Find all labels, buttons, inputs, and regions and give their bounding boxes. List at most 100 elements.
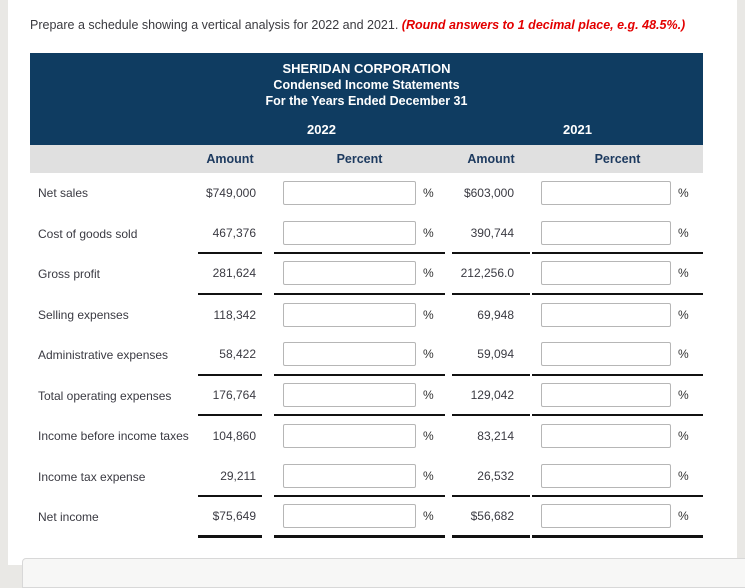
percent-input-2021[interactable] [541,302,671,327]
instruction-main: Prepare a schedule showing a vertical an… [30,18,399,32]
percent-sign-2021: % [678,508,689,523]
percent-sign-2021: % [678,186,689,201]
percent-sign-2021: % [678,387,689,402]
amount-2021: $603,000 [463,186,514,201]
percent-input-2021[interactable] [541,261,671,286]
percent-cell-2022: % [274,254,445,295]
percent-sign-2022: % [423,387,434,402]
amount-2022: 176,764 [198,376,262,416]
amount-2022: 281,624 [198,254,262,295]
row-label: Total operating expenses [38,388,172,403]
company-name: SHERIDAN CORPORATION [282,61,451,76]
percent-input-2021[interactable] [541,424,671,449]
row-label: Gross profit [38,267,101,282]
row-label: Cost of goods sold [38,226,138,241]
amount-2022: 104,860 [212,429,256,444]
percent-cell-2021: % [532,497,703,538]
percent-sign-2021: % [678,307,689,322]
percent-sign-2021: % [678,266,689,281]
percent-sign-2021: % [678,225,689,240]
percent-input-2021[interactable] [541,342,671,367]
header-percent-2021: Percent [594,152,641,166]
percent-cell-2022: % [274,295,445,336]
percent-cell-2022: % [274,416,445,457]
row-label: Income before income taxes [38,429,189,444]
year-row: 2022 2021 [30,122,703,139]
percent-input-2022[interactable] [283,220,416,245]
table-row: Net sales $749,000 % $603,000 % [30,173,703,214]
percent-sign-2022: % [423,186,434,201]
percent-input-2022[interactable] [283,181,416,206]
header-percent-2022: Percent [336,152,383,166]
percent-cell-2022: % [274,173,445,214]
percent-cell-2021: % [532,173,703,214]
amount-2021: 129,042 [452,376,530,416]
percent-cell-2022: % [274,376,445,416]
row-label: Selling expenses [38,307,129,322]
column-header-strip: Amount Percent Amount Percent [30,145,703,173]
percent-sign-2021: % [678,429,689,444]
percent-sign-2021: % [678,468,689,483]
rounding-note: (Round answers to 1 decimal place, e.g. … [401,18,686,32]
year-label-2022: 2022 [307,122,336,137]
statement-rows: Net sales $749,000 % $603,000 % Cost of … [30,173,703,538]
percent-sign-2022: % [423,468,434,483]
content-page: Prepare a schedule showing a vertical an… [8,0,745,588]
percent-input-2021[interactable] [541,463,671,488]
amount-2021: 59,094 [452,335,530,376]
year-label-2021: 2021 [563,122,592,137]
table-row: Net income $75,649 % $56,682 % [30,497,703,538]
row-label: Net income [38,510,99,525]
percent-sign-2022: % [423,266,434,281]
percent-cell-2022: % [274,214,445,254]
amount-2021: 212,256.0 [452,254,530,295]
amount-2022: 29,211 [198,457,262,497]
percent-input-2022[interactable] [283,261,416,286]
percent-cell-2021: % [532,335,703,376]
percent-input-2022[interactable] [283,382,416,407]
amount-2022: $749,000 [205,186,256,201]
header-amount-2021: Amount [467,152,515,166]
percent-sign-2022: % [423,429,434,444]
table-row: Cost of goods sold 467,376 % 390,744 % [30,214,703,254]
table-row: Selling expenses 118,342 % 69,948 % [30,295,703,336]
percent-input-2021[interactable] [541,181,671,206]
amount-2022: 58,422 [198,335,262,376]
percent-cell-2021: % [532,457,703,497]
percent-input-2021[interactable] [541,220,671,245]
percent-input-2022[interactable] [283,302,416,327]
percent-cell-2021: % [532,416,703,457]
instruction-text: Prepare a schedule showing a vertical an… [30,18,685,32]
percent-sign-2022: % [423,307,434,322]
amount-2021: 26,532 [452,457,530,497]
next-section-panel [22,558,745,588]
amount-2021: 83,214 [477,429,514,444]
row-label: Income tax expense [38,469,146,484]
amount-2021: 69,948 [477,307,514,322]
header-amount-2022: Amount [206,152,254,166]
row-label: Administrative expenses [38,348,169,363]
table-row: Total operating expenses 176,764 % 129,0… [30,376,703,416]
percent-sign-2022: % [423,225,434,240]
statement-header-banner: SHERIDAN CORPORATION Condensed Income St… [30,53,703,145]
percent-sign-2022: % [423,508,434,523]
percent-input-2021[interactable] [541,503,671,528]
table-row: Income tax expense 29,211 % 26,532 % [30,457,703,497]
percent-input-2022[interactable] [283,503,416,528]
table-row: Administrative expenses 58,422 % 59,094 … [30,335,703,376]
income-statement-table: SHERIDAN CORPORATION Condensed Income St… [30,53,703,538]
percent-input-2022[interactable] [283,463,416,488]
percent-input-2022[interactable] [283,424,416,449]
percent-cell-2021: % [532,254,703,295]
percent-cell-2022: % [274,335,445,376]
percent-cell-2022: % [274,497,445,538]
amount-2022: 467,376 [198,214,262,254]
percent-cell-2021: % [532,376,703,416]
statement-title: Condensed Income Statements [273,78,460,92]
percent-sign-2022: % [423,347,434,362]
percent-sign-2021: % [678,347,689,362]
percent-input-2022[interactable] [283,342,416,367]
table-row: Income before income taxes 104,860 % 83,… [30,416,703,457]
table-row: Gross profit 281,624 % 212,256.0 % [30,254,703,295]
percent-input-2021[interactable] [541,382,671,407]
